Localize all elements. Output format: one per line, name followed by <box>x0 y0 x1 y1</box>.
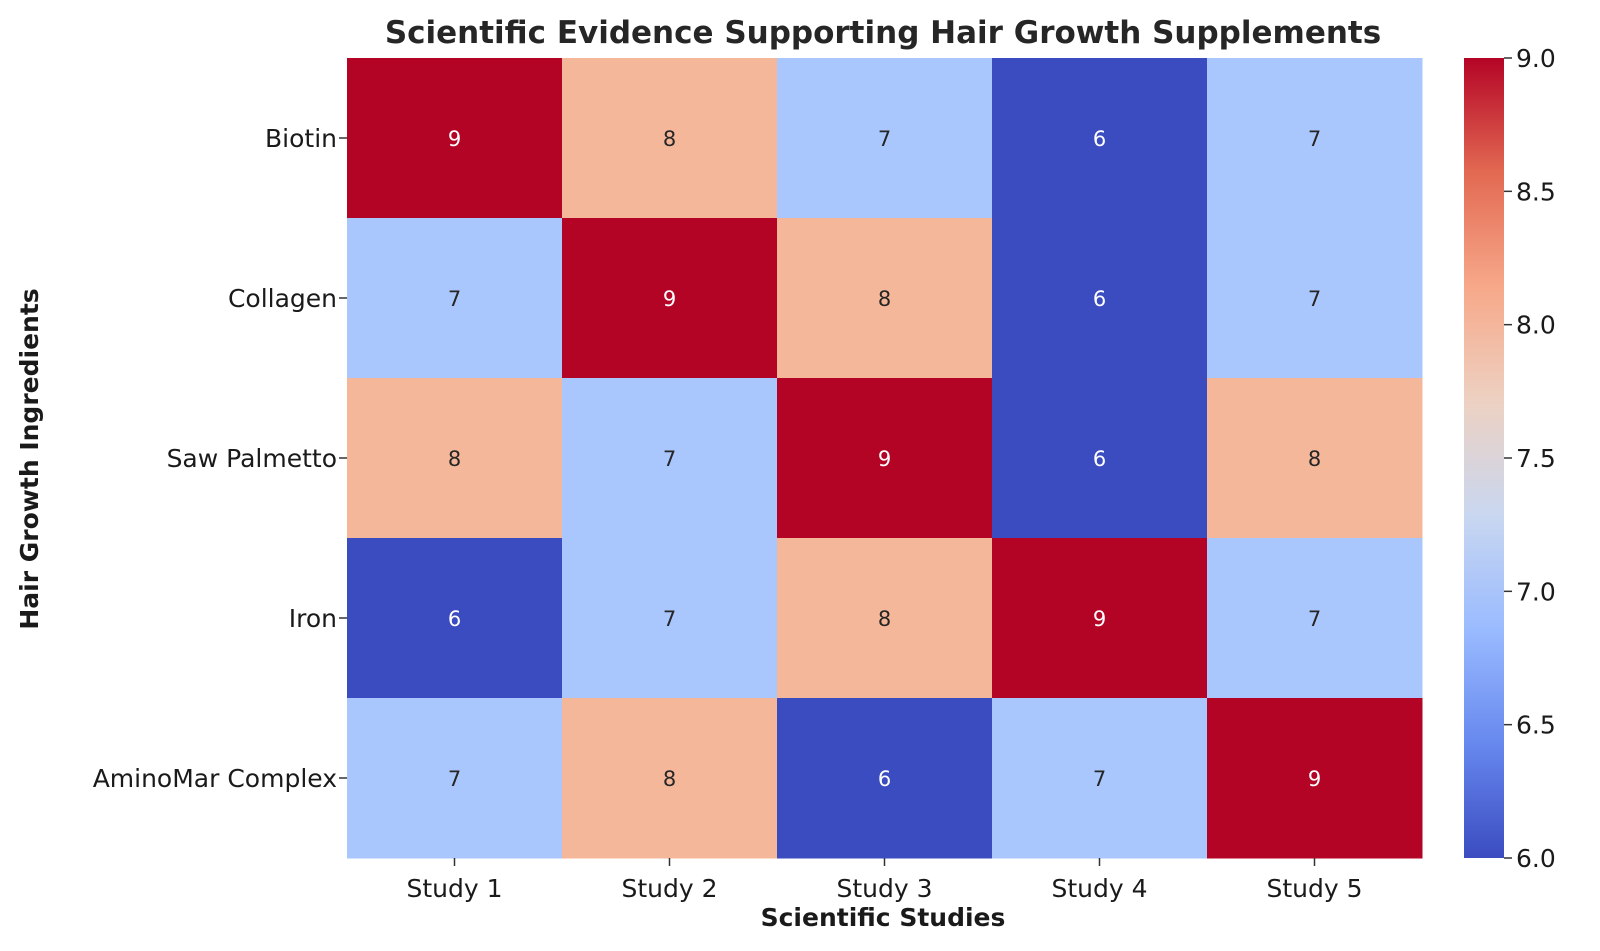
cell-value-label: 9 <box>663 287 676 311</box>
y-tick-label-saw-palmetto: Saw Palmetto <box>167 444 337 473</box>
cell-value-label: 6 <box>1093 447 1106 471</box>
heatmap-cell-biotin-study-3 <box>777 58 993 219</box>
cell-value-label: 9 <box>448 127 461 151</box>
cell-value-label: 9 <box>878 447 891 471</box>
cell-value-label: 9 <box>1093 607 1106 631</box>
heatmap-cell-biotin-study-4 <box>992 58 1208 219</box>
heatmap-cell-saw-palmetto-study-3 <box>777 378 993 539</box>
heatmap-cell-saw-palmetto-study-2 <box>562 378 778 539</box>
heatmap-cell-saw-palmetto-study-5 <box>1207 378 1423 539</box>
cell-value-label: 8 <box>1308 447 1321 471</box>
cell-value-label: 9 <box>1308 767 1321 791</box>
cell-value-label: 7 <box>663 607 676 631</box>
heatmap-cell-iron-study-2 <box>562 538 778 699</box>
heatmap-cell-collagen-study-5 <box>1207 218 1423 379</box>
heatmap-cell-collagen-study-2 <box>562 218 778 379</box>
colorbar-tick-label: 9.0 <box>1516 44 1556 73</box>
colorbar-gradient <box>1464 58 1504 858</box>
colorbar-tick-label: 7.5 <box>1516 444 1556 473</box>
cell-value-label: 8 <box>663 767 676 791</box>
cell-value-label: 7 <box>1308 607 1321 631</box>
heatmap-cells: 9 8 7 6 7 7 9 8 6 7 8 7 9 6 8 6 7 8 9 7 7 8 6 7 9 <box>347 58 1423 859</box>
colorbar-tick-label: 6.0 <box>1516 844 1556 873</box>
y-tick-label-collagen: Collagen <box>228 284 337 313</box>
heatmap-cell-iron-study-1 <box>347 538 563 699</box>
cell-value-label: 8 <box>663 127 676 151</box>
heatmap-cell-saw-palmetto-study-4 <box>992 378 1208 539</box>
cell-value-label: 7 <box>448 287 461 311</box>
heatmap-cell-biotin-study-5 <box>1207 58 1423 219</box>
cell-value-label: 7 <box>448 767 461 791</box>
x-tick-label-study-4: Study 4 <box>1051 874 1147 903</box>
x-axis: Study 1 Study 2 Study 3 Study 4 Study 5 <box>406 858 1363 903</box>
cell-value-label: 8 <box>878 607 891 631</box>
heatmap-cell-collagen-study-4 <box>992 218 1208 379</box>
cell-value-label: 7 <box>878 127 891 151</box>
y-axis-title: Hair Growth Ingredients <box>15 288 44 629</box>
heatmap-cell-collagen-study-1 <box>347 218 563 379</box>
heatmap-cell-iron-study-3 <box>777 538 993 699</box>
cell-value-label: 7 <box>1308 127 1321 151</box>
heatmap-cell-biotin-study-1 <box>347 58 563 219</box>
cell-value-label: 8 <box>878 287 891 311</box>
y-tick-label-biotin: Biotin <box>265 124 337 153</box>
cell-value-label: 7 <box>1308 287 1321 311</box>
colorbar-tick-label: 7.0 <box>1516 577 1556 606</box>
y-tick-label-aminomar-complex: AminoMar Complex <box>93 764 337 793</box>
colorbar: 6.0 6.5 7.0 7.5 8.0 8.5 9.0 <box>1464 44 1556 873</box>
colorbar-tick-label: 8.5 <box>1516 177 1556 206</box>
cell-value-label: 6 <box>878 767 891 791</box>
colorbar-tick-label: 8.0 <box>1516 311 1556 340</box>
cell-value-label: 6 <box>448 607 461 631</box>
heatmap-cell-saw-palmetto-study-1 <box>347 378 563 539</box>
x-tick-label-study-3: Study 3 <box>836 874 932 903</box>
heatmap-cell-iron-study-5 <box>1207 538 1423 699</box>
heatmap-cell-collagen-study-3 <box>777 218 993 379</box>
cell-value-label: 6 <box>1093 127 1106 151</box>
x-tick-label-study-2: Study 2 <box>621 874 717 903</box>
heatmap-cell-aminomar-complex-study-1 <box>347 698 563 859</box>
heatmap-cell-aminomar-complex-study-3 <box>777 698 993 859</box>
chart-title: Scientific Evidence Supporting Hair Grow… <box>385 15 1381 51</box>
y-tick-label-iron: Iron <box>289 604 337 633</box>
heatmap-cell-aminomar-complex-study-5 <box>1207 698 1423 859</box>
heatmap-cell-aminomar-complex-study-2 <box>562 698 778 859</box>
x-tick-label-study-5: Study 5 <box>1266 874 1362 903</box>
colorbar-tick-label: 6.5 <box>1516 711 1556 740</box>
x-tick-label-study-1: Study 1 <box>406 874 502 903</box>
cell-value-label: 6 <box>1093 287 1106 311</box>
heatmap-cell-aminomar-complex-study-4 <box>992 698 1208 859</box>
cell-value-label: 7 <box>663 447 676 471</box>
cell-value-label: 8 <box>448 447 461 471</box>
heatmap-cell-biotin-study-2 <box>562 58 778 219</box>
heatmap-cell-iron-study-4 <box>992 538 1208 699</box>
y-axis: Biotin Collagen Saw Palmetto Iron AminoMar C… <box>93 124 347 793</box>
x-axis-title: Scientific Studies <box>761 903 1006 932</box>
cell-value-label: 7 <box>1093 767 1106 791</box>
